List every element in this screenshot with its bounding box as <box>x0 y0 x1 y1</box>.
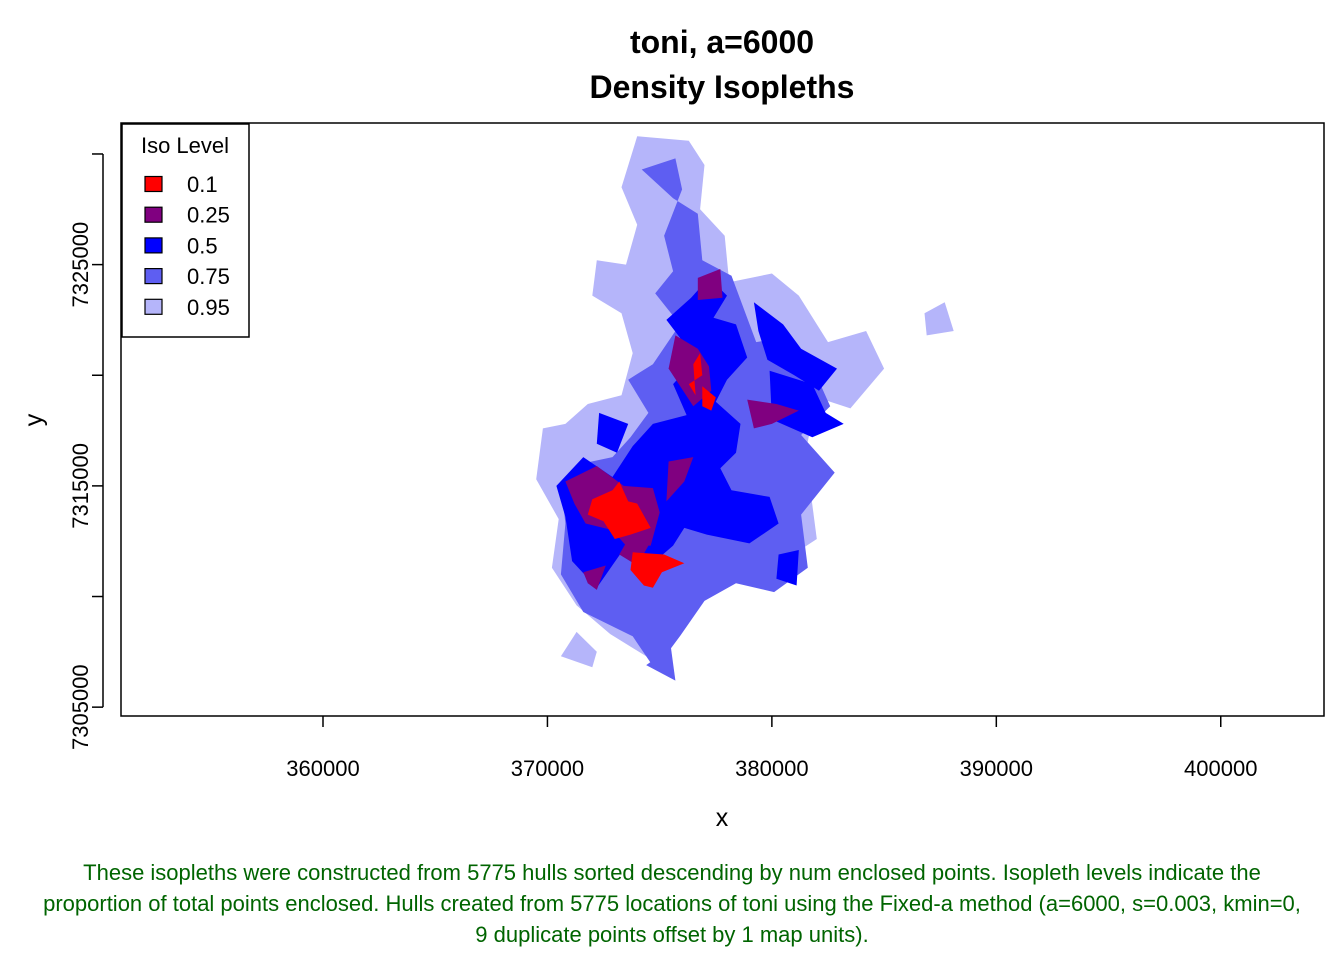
legend-label: 0.25 <box>187 203 230 228</box>
legend-title: Iso Level <box>141 133 229 158</box>
isopleth-025-polygon-6 <box>619 539 649 566</box>
x-tick-label: 390000 <box>960 756 1033 781</box>
y-axis-label: y <box>20 413 48 426</box>
y-axis: 7305000 7315000 7325000 <box>68 153 104 750</box>
legend-swatch <box>144 175 163 193</box>
isopleth-05-polygon-2 <box>769 370 844 438</box>
isopleth-025-polygon-1 <box>668 335 712 407</box>
isopleth-025-polygon-5 <box>583 565 606 590</box>
isopleth-025-polygon-2 <box>747 399 799 429</box>
legend-label: 0.95 <box>187 295 230 320</box>
x-axis-label: x <box>716 804 729 832</box>
x-tick-label: 360000 <box>286 756 359 781</box>
isopleth-05-polygon-3 <box>776 550 799 586</box>
x-axis: 360000 370000 380000 390000 400000 <box>286 716 1257 781</box>
x-tick-label: 370000 <box>511 756 584 781</box>
legend-box <box>121 123 250 338</box>
isopleth-075-polygon-1 <box>646 647 676 681</box>
isopleth-025-polygon-0 <box>697 269 723 300</box>
legend-label: 0.5 <box>187 233 218 258</box>
isopleth-05-polygon-4 <box>596 412 629 453</box>
caption: These isopleths were constructed from 57… <box>43 860 1301 947</box>
plot-frame <box>120 122 1325 717</box>
isopleth-01-polygon-0 <box>688 353 703 396</box>
chart-title: toni, a=6000 <box>630 24 814 60</box>
legend-swatch <box>144 298 163 315</box>
isopleth-01-polygon-2 <box>587 481 651 539</box>
legend-label: 0.75 <box>187 264 230 289</box>
isopleth-025-polygon-3 <box>666 457 694 502</box>
y-tick-label: 7325000 <box>68 222 93 308</box>
isopleth-095-polygon-1 <box>560 631 597 668</box>
legend-swatch <box>144 268 163 285</box>
isopleth-polygons <box>536 136 954 681</box>
isopleth-01-polygon-3 <box>630 552 685 588</box>
x-tick-label: 380000 <box>735 756 808 781</box>
isopleth-05-polygon-1 <box>753 302 837 391</box>
isopleth-01-polygon-1 <box>702 386 716 411</box>
legend-swatch <box>144 206 163 223</box>
legend-swatch <box>144 237 163 254</box>
y-tick-label: 7305000 <box>68 664 93 750</box>
isopleth-095-polygon-2 <box>924 302 954 336</box>
y-tick-label: 7315000 <box>68 443 93 529</box>
legend: Iso Level 0.1 0.25 0.5 0.75 0.95 <box>121 123 250 338</box>
legend-label: 0.1 <box>187 172 218 197</box>
x-tick-label: 400000 <box>1184 756 1257 781</box>
chart-subtitle: Density Isopleths <box>590 69 855 105</box>
